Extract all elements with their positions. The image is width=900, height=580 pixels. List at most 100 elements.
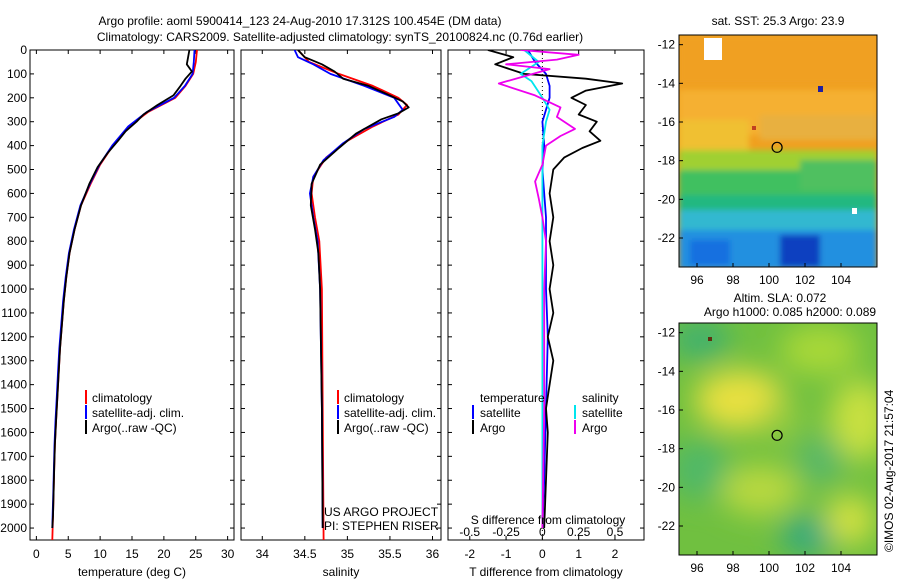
legend-argo: Argo(..raw -QC) xyxy=(344,421,429,435)
depth-tick-label: 1300 xyxy=(0,354,27,368)
map-y-tick-label: -20 xyxy=(658,480,676,494)
project-pi: PI: STEPHEN RISER xyxy=(324,519,439,533)
legend-t-argo: Argo xyxy=(480,421,506,435)
depth-tick-label: 0 xyxy=(20,43,27,57)
depth-tick-label: 1200 xyxy=(0,330,27,344)
x-tick-label: 15 xyxy=(125,547,139,561)
project-name: US ARGO PROJECT xyxy=(324,505,439,519)
x-tick-label: 5 xyxy=(65,547,72,561)
temperature-legend: climatology satellite-adj. clim. Argo(..… xyxy=(85,390,184,435)
map-y-tick-label: -12 xyxy=(658,38,676,52)
map-y-tick-label: -16 xyxy=(658,115,676,129)
map-x-tick-label: 104 xyxy=(831,273,851,287)
map-x-tick-label: 100 xyxy=(759,273,779,287)
difference-legend: temperature salinity satellite Argo sate… xyxy=(471,391,626,527)
sla-map-frame xyxy=(678,322,878,556)
x-tick-label: 34.5 xyxy=(293,547,317,561)
s-tick-label: 0.25 xyxy=(567,525,591,539)
series-line-argo-raw-qc- xyxy=(51,50,193,529)
legend-title-salinity: salinity xyxy=(582,391,619,405)
depth-tick-label: 300 xyxy=(7,115,27,129)
legend-climatology: climatology xyxy=(344,391,404,405)
legend-t-satellite: satellite xyxy=(480,406,521,420)
x-tick-label: 0 xyxy=(33,547,40,561)
legend-s-argo: Argo xyxy=(582,421,608,435)
map-y-tick-label: -18 xyxy=(658,154,676,168)
x-tick-label: 34 xyxy=(256,547,270,561)
legend-climatology: climatology xyxy=(92,391,152,405)
map-y-tick-label: -14 xyxy=(658,364,676,378)
series-group-temperature-profile xyxy=(51,50,198,540)
temperature-axis-label: temperature (deg C) xyxy=(78,565,186,579)
sst-map-frame xyxy=(678,34,878,268)
series-line-satellite-adj-clim- xyxy=(51,50,196,529)
depth-tick-label: 600 xyxy=(7,186,27,200)
s-tick-label: 0.5 xyxy=(607,525,624,539)
depth-tick-label: 900 xyxy=(7,258,27,272)
figure-title-line1: Argo profile: aoml 5900414_123 24-Aug-20… xyxy=(99,14,502,28)
argo-position-marker xyxy=(771,429,783,441)
depth-tick-label: 800 xyxy=(7,234,27,248)
map-y-tick-label: -22 xyxy=(658,231,676,245)
depth-tick-label: 1700 xyxy=(0,449,27,463)
map-x-tick-label: 100 xyxy=(759,561,779,575)
series-line-climatology xyxy=(297,50,408,540)
map-x-tick-label: 98 xyxy=(726,273,740,287)
sla-map-title-line1: Altim. SLA: 0.072 xyxy=(734,291,827,305)
map-y-tick-label: -20 xyxy=(658,192,676,206)
map-x-tick-label: 96 xyxy=(690,561,704,575)
x-tick-label: 35.5 xyxy=(378,547,402,561)
imos-credit: ©IMOS 02-Aug-2017 21:57:04 xyxy=(882,389,896,552)
sla-map-image xyxy=(679,323,877,555)
salinity-axis-label: salinity xyxy=(323,565,360,579)
x-tick-label: 2 xyxy=(612,547,619,561)
difference-panel-frame xyxy=(447,49,645,541)
map-x-tick-label: 96 xyxy=(690,273,704,287)
legend-s-satellite: satellite xyxy=(582,406,623,420)
map-x-tick-label: 102 xyxy=(795,273,815,287)
depth-tick-label: 1100 xyxy=(1,306,27,320)
map-y-tick-label: -12 xyxy=(658,326,676,340)
figure-title-line2: Climatology: CARS2009. Satellite-adjuste… xyxy=(97,30,583,44)
sla-map-title-line2: Argo h1000: 0.085 h2000: 0.089 xyxy=(704,305,876,319)
x-tick-label: 0 xyxy=(539,547,546,561)
legend-satellite: satellite-adj. clim. xyxy=(344,406,436,420)
depth-tick-label: 200 xyxy=(7,91,27,105)
depth-tick-label: 1400 xyxy=(0,378,27,392)
series-group-difference-profile xyxy=(487,50,624,529)
x-tick-label: 36 xyxy=(426,547,440,561)
series-line-satellite-adj-clim- xyxy=(293,50,404,529)
salinity-legend: climatology satellite-adj. clim. Argo(..… xyxy=(324,390,439,533)
series-group-salinity-profile xyxy=(293,50,410,540)
map-x-tick-label: 102 xyxy=(795,561,815,575)
x-tick-label: 35 xyxy=(341,547,355,561)
map-y-tick-label: -16 xyxy=(658,403,676,417)
depth-tick-label: 500 xyxy=(7,163,27,177)
legend-title-temperature: temperature xyxy=(480,391,545,405)
x-tick-label: -1 xyxy=(501,547,512,561)
depth-tick-label: 100 xyxy=(7,67,27,81)
depth-tick-label: 1900 xyxy=(0,497,27,511)
map-x-tick-label: 98 xyxy=(726,561,740,575)
x-tick-label: 30 xyxy=(221,547,235,561)
series-line-climatology xyxy=(51,50,198,540)
x-tick-label: 10 xyxy=(93,547,107,561)
series-line-s-argo xyxy=(497,50,580,529)
x-tick-label: 20 xyxy=(157,547,171,561)
x-tick-label: -2 xyxy=(464,547,475,561)
t-difference-axis-label: T difference from climatology xyxy=(469,565,623,579)
series-line-t-argo xyxy=(487,50,624,529)
x-tick-label: 25 xyxy=(189,547,203,561)
s-tick-label: 0 xyxy=(539,525,546,539)
x-tick-label: 1 xyxy=(575,547,582,561)
s-tick-label: -0.25 xyxy=(492,525,520,539)
depth-tick-label: 400 xyxy=(7,139,27,153)
argo-position-marker xyxy=(771,141,783,153)
salinity-panel-frame xyxy=(240,49,442,541)
map-y-tick-label: -22 xyxy=(658,519,676,533)
sst-map-title: sat. SST: 25.3 Argo: 23.9 xyxy=(712,14,845,28)
depth-tick-label: 1500 xyxy=(0,402,27,416)
legend-argo: Argo(..raw -QC) xyxy=(92,421,177,435)
depth-tick-label: 2000 xyxy=(0,521,27,535)
